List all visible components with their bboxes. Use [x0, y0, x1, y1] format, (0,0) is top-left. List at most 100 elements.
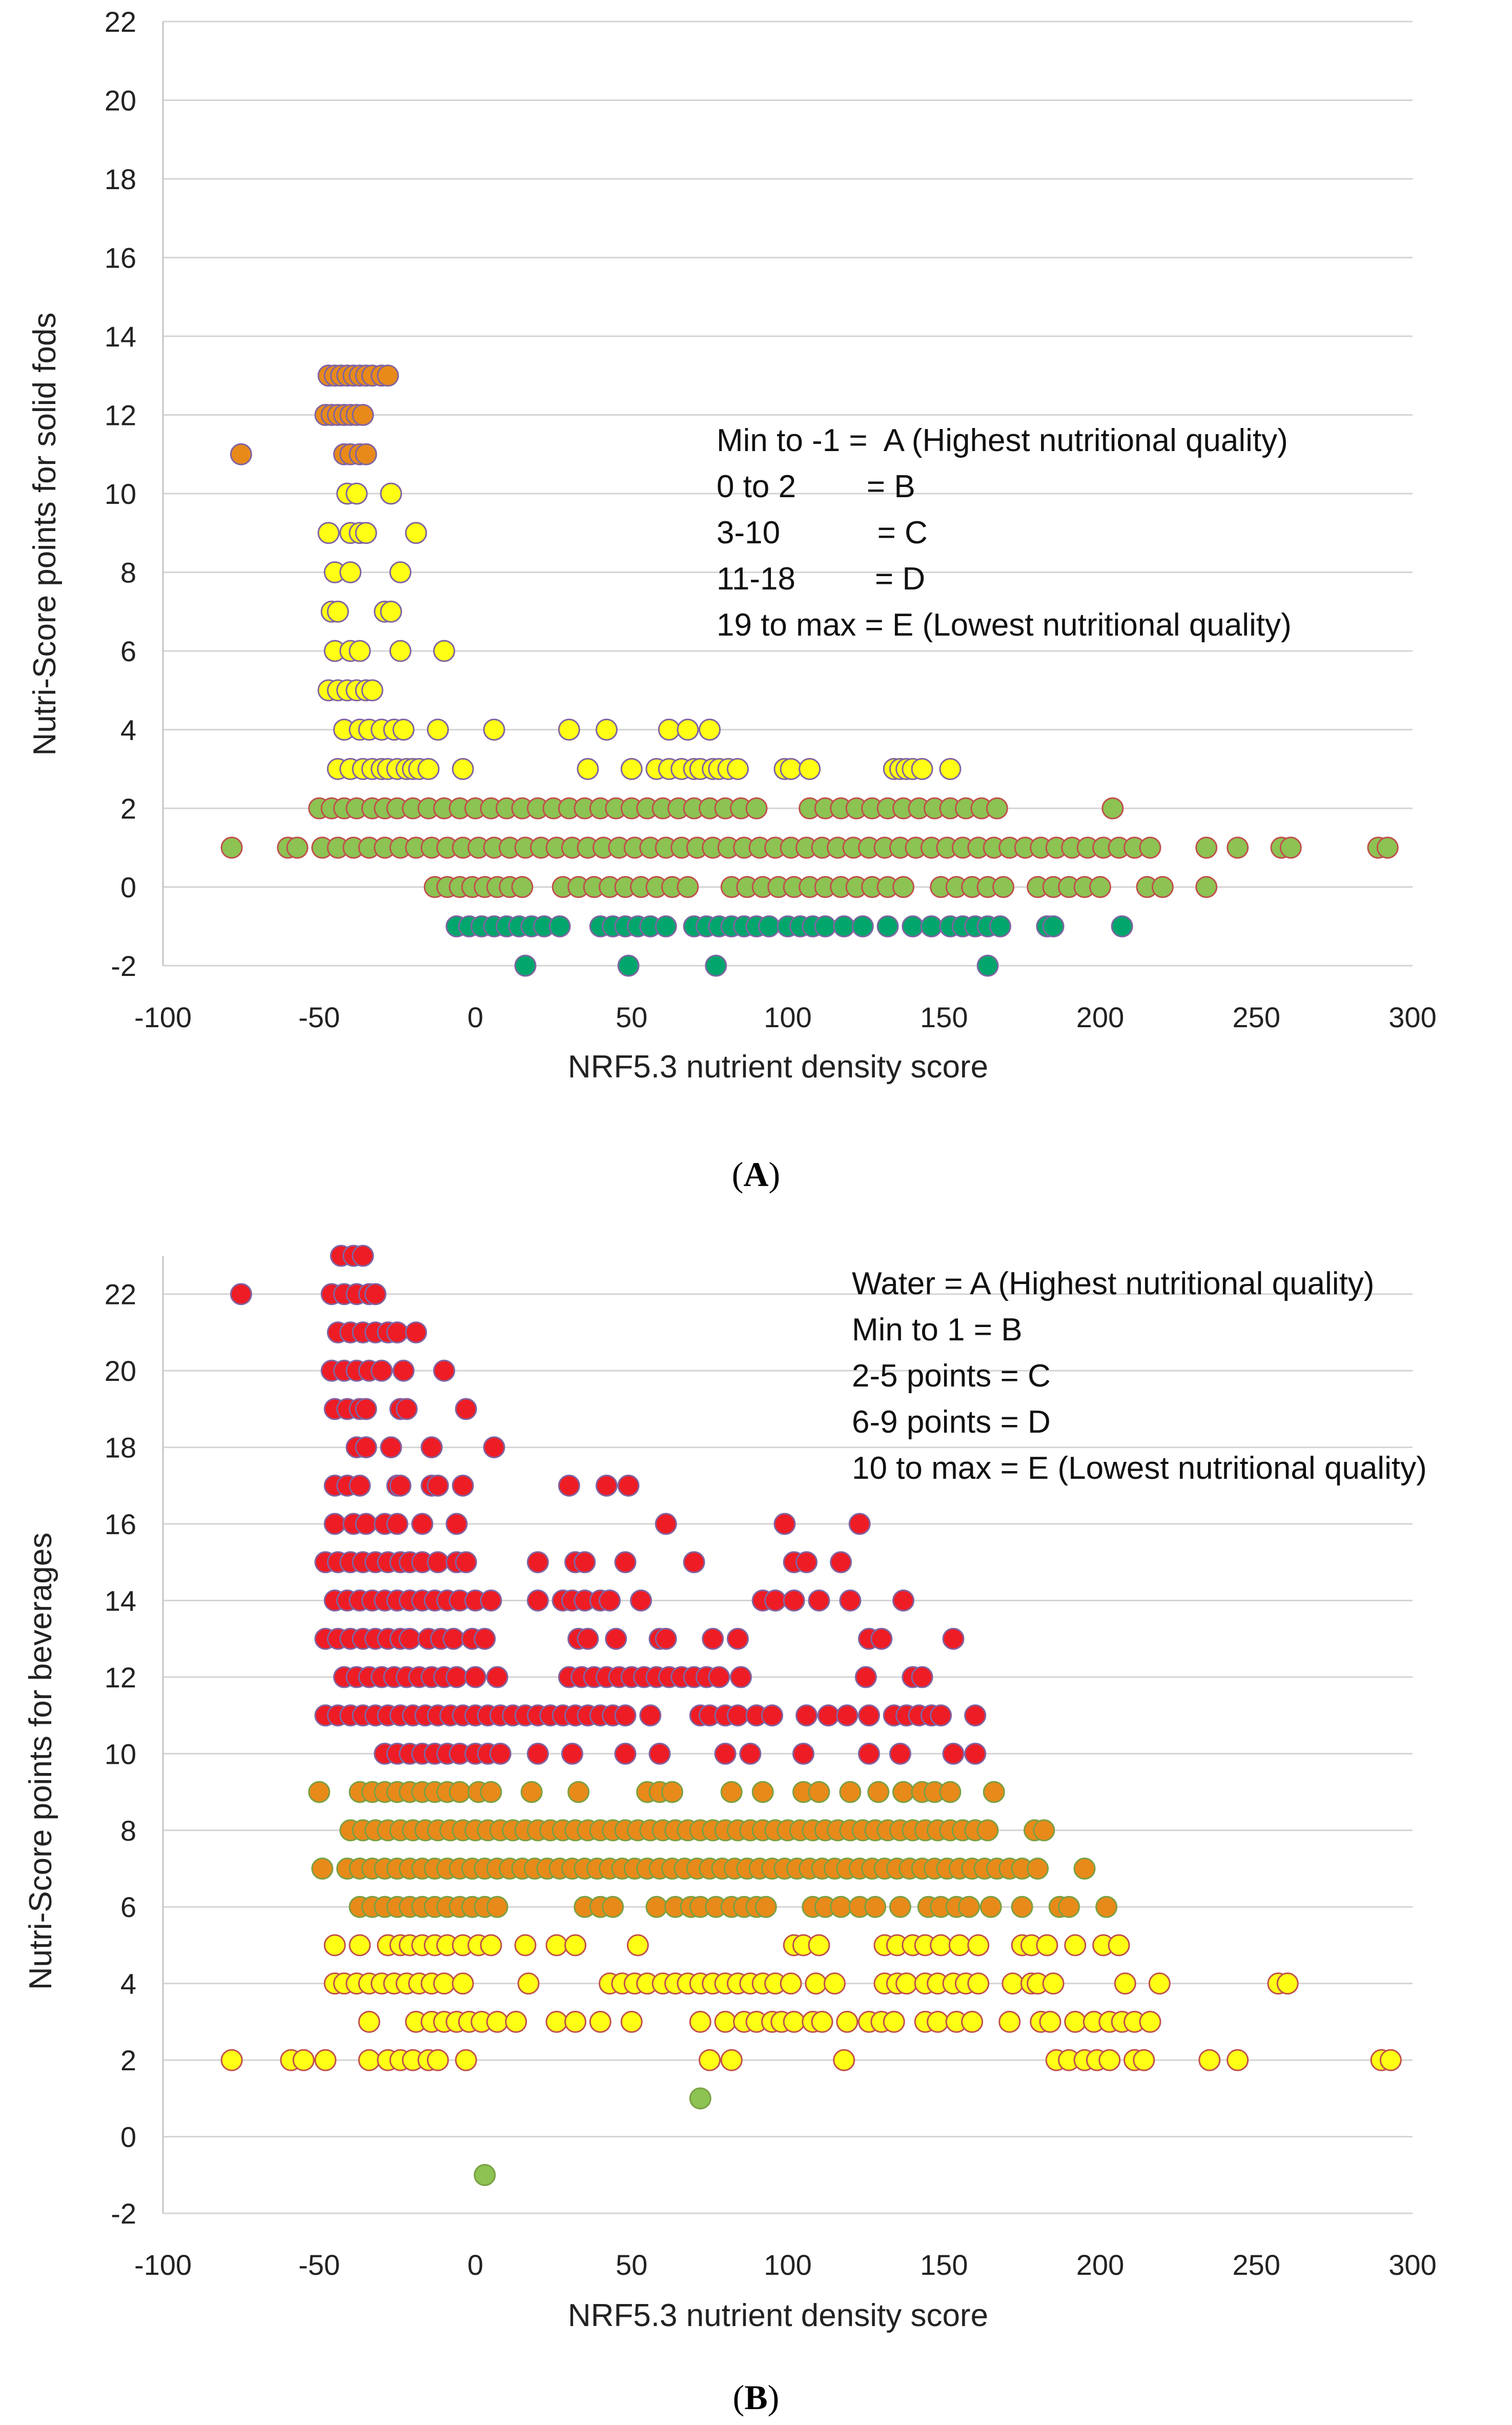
data-point: [220, 837, 243, 859]
legend-line-d: 11-18 = D: [717, 561, 925, 597]
data-point: [942, 1627, 965, 1650]
y-tick-8: 8: [120, 1815, 136, 1847]
data-point: [230, 1283, 252, 1306]
data-point: [1098, 2049, 1121, 2071]
data-point: [545, 1934, 568, 1957]
x-tick-200: 200: [1076, 2249, 1124, 2281]
data-point: [1148, 1972, 1171, 1995]
chart-panel-b: -2 0 2 4 6 8 10 12 14 16 18 20 22 -100 -50 0 50 100 150 20…: [23, 1245, 1437, 2417]
data-point: [1139, 2010, 1161, 2033]
data-point: [314, 2049, 337, 2071]
data-point: [930, 1704, 952, 1727]
data-point: [948, 1934, 971, 1957]
data-point: [1195, 876, 1218, 898]
data-point: [883, 2010, 905, 2033]
data-point: [773, 1513, 796, 1535]
data-point: [452, 1972, 474, 1995]
y-tick-0: 0: [120, 2121, 136, 2153]
data-point: [833, 2049, 855, 2071]
data-point: [308, 1781, 331, 1803]
data-point: [939, 1781, 962, 1803]
y-tick-14: 14: [105, 1584, 136, 1617]
data-point: [1279, 837, 1302, 859]
data-point: [714, 2010, 737, 2033]
data-point: [817, 1704, 840, 1727]
data-point: [911, 1666, 933, 1688]
data-point: [526, 1742, 549, 1765]
data-point: [564, 2010, 587, 2033]
data-point: [564, 1934, 587, 1957]
grid-lines: [162, 21, 1413, 967]
data-point: [480, 1589, 502, 1612]
y-tick-22: 22: [105, 6, 136, 38]
data-point: [726, 1704, 749, 1727]
legend-box: Min to -1 = A (Highest nutritional quali…: [717, 423, 1292, 643]
data-point: [577, 758, 599, 780]
data-point: [349, 1474, 371, 1497]
data-point: [655, 915, 677, 938]
data-point: [511, 876, 534, 898]
data-point: [983, 1781, 1005, 1803]
data-point: [392, 1359, 415, 1382]
data-point: [377, 364, 399, 387]
data-point: [992, 876, 1015, 898]
x-tick--50: -50: [298, 2249, 340, 2281]
data-point: [830, 1551, 852, 1574]
data-point: [405, 1321, 427, 1343]
x-tick--50: -50: [298, 1001, 340, 1033]
scatter-points: [220, 364, 1399, 977]
data-point: [795, 1704, 818, 1727]
data-point: [892, 1781, 915, 1803]
data-point: [545, 2010, 568, 2033]
data-point: [726, 1627, 749, 1650]
data-point: [323, 1513, 346, 1535]
data-point: [614, 1742, 637, 1765]
data-point: [964, 1704, 987, 1727]
y-tick-14: 14: [105, 320, 136, 353]
data-point: [480, 1781, 502, 1803]
data-point: [452, 1474, 474, 1497]
data-point: [758, 915, 780, 938]
data-point: [358, 2049, 380, 2071]
x-tick-150: 150: [920, 1001, 968, 1033]
data-point: [361, 679, 383, 702]
legend-line-e: 10 to max = E (Lowest nutritional qualit…: [852, 1451, 1427, 1486]
data-point: [989, 915, 1011, 938]
data-point: [976, 1819, 999, 1842]
data-point: [392, 719, 415, 741]
x-axis-label: NRF5.3 nutrient density score: [568, 1049, 988, 1085]
data-point: [1042, 1972, 1065, 1995]
data-point: [808, 1934, 830, 1957]
data-point: [1133, 2049, 1155, 2071]
data-point: [708, 1666, 730, 1688]
y-tick-4: 4: [120, 714, 136, 746]
y-tick-4: 4: [120, 1968, 136, 2000]
data-point: [895, 1972, 918, 1995]
data-point: [745, 797, 768, 820]
data-point: [808, 1589, 830, 1612]
data-point: [799, 758, 821, 780]
data-point: [1227, 2049, 1249, 2071]
x-tick--100: -100: [134, 1001, 192, 1033]
x-tick-labels: -100 -50 0 50 100 150 200 250 300: [134, 2249, 1437, 2281]
data-point: [486, 1896, 508, 1918]
data-point: [699, 2049, 721, 2071]
data-point: [677, 876, 699, 898]
data-point: [595, 1474, 618, 1497]
data-point: [380, 482, 402, 505]
data-point: [857, 1704, 880, 1727]
data-point: [942, 1742, 965, 1765]
data-point: [683, 1551, 705, 1574]
data-point: [889, 1742, 911, 1765]
data-point: [1002, 1972, 1024, 1995]
data-point: [833, 915, 855, 938]
data-point: [505, 2010, 527, 2033]
x-tick-200: 200: [1076, 1001, 1124, 1033]
data-point: [780, 758, 802, 780]
data-point: [1042, 915, 1065, 938]
data-point: [848, 1513, 871, 1535]
data-point: [967, 1934, 990, 1957]
y-tick-22: 22: [105, 1278, 136, 1311]
data-point: [220, 2049, 243, 2071]
